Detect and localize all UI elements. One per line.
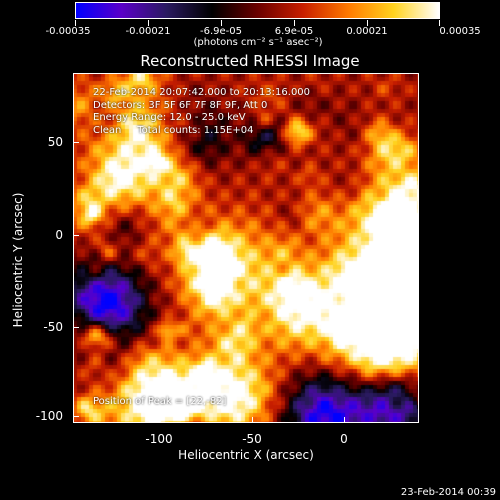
y-tick: [73, 235, 79, 236]
colorbar-tick-label: -0.00021: [125, 26, 171, 37]
info-energy-range: Energy Range: 12.0 - 25.0 keV: [93, 112, 246, 123]
info-clean-counts: Clean Total counts: 1.15E+04: [93, 124, 254, 136]
colorbar-tick: [148, 20, 149, 26]
colorbar: [75, 2, 440, 19]
x-tick: [252, 417, 253, 423]
y-tick-label: -50: [43, 320, 63, 334]
colorbar-tick: [221, 20, 222, 26]
observation-info: 22-Feb-2014 20:07:42.000 to 20:13:16.000…: [93, 87, 310, 137]
colorbar-tick-label: -6.9e-05: [200, 26, 242, 37]
colorbar-tick: [75, 20, 76, 26]
x-tick: [159, 417, 160, 423]
x-axis-label: Heliocentric X (arcsec): [178, 448, 314, 462]
colorbar-tick: [367, 20, 368, 26]
info-detectors: Detectors: 3F 5F 6F 7F 8F 9F, Att 0: [93, 99, 268, 111]
footer-timestamp: 23-Feb-2014 00:39: [400, 487, 496, 498]
y-tick: [73, 142, 79, 143]
x-tick-label: -50: [242, 432, 262, 446]
colorbar-tick-label: -0.00035: [45, 26, 91, 37]
y-tick-label: -100: [35, 409, 63, 423]
colorbar-units: (photons cm⁻² s⁻¹ asec⁻²): [193, 37, 323, 48]
colorbar-tick-label: 0.00021: [346, 26, 388, 37]
info-time-range: 22-Feb-2014 20:07:42.000 to 20:13:16.000: [93, 87, 311, 98]
image-title: Reconstructed RHESSI Image: [140, 52, 360, 70]
colorbar-tick-label: 6.9e-05: [274, 26, 314, 37]
y-tick: [73, 327, 79, 328]
y-axis-label: Heliocentric Y (arcsec): [11, 192, 25, 328]
y-tick-label: 50: [47, 135, 63, 149]
x-tick: [344, 417, 345, 423]
x-tick-label: -100: [145, 432, 173, 446]
colorbar-tick-label: 0.00035: [439, 26, 481, 37]
colorbar-tick: [439, 20, 440, 26]
colorbar-tick: [294, 20, 295, 26]
peak-position: Position of Peak = [22,-82]: [93, 396, 227, 407]
x-tick-label: 0: [340, 432, 348, 446]
rhessi-image: [73, 73, 419, 423]
y-tick: [73, 416, 79, 417]
y-tick-label: 0: [55, 228, 63, 242]
